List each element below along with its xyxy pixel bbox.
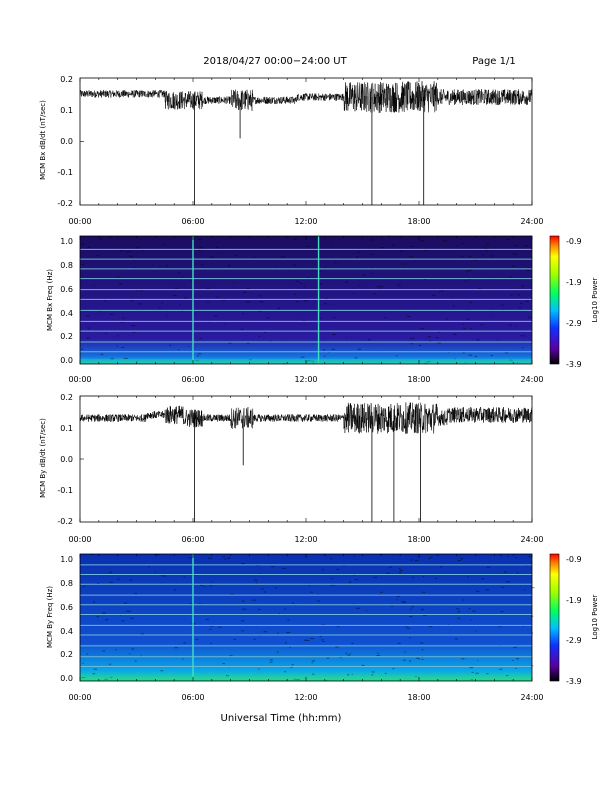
bx-ytick-label: 0.0 (60, 137, 73, 146)
bx-ytick-label: -0.2 (57, 199, 73, 208)
by-colorbar-label: Log10 Power (591, 594, 599, 639)
by-spec-ytick-label: 0.4 (60, 627, 73, 636)
page-indicator: Page 1/1 (472, 56, 515, 67)
bx-timeseries-panel: MCM Bx dB/dt (nT/sec) 0.2 0.1 0.0 -0.1 -… (39, 75, 544, 226)
bx-xtick-label: 06:00 (181, 217, 204, 226)
by-colorbar-tick: -0.9 (566, 555, 582, 564)
by-ytick-label: 0.2 (60, 393, 73, 402)
bx-trace (79, 81, 533, 113)
by-colorbar: -0.9 -1.9 -2.9 -3.9 Log10 Power (549, 553, 599, 686)
bx-colorbar: -0.9 -1.9 -2.9 -3.9 Log10 Power (549, 235, 599, 369)
bx-colorbar-label: Log10 Power (591, 277, 599, 322)
bx-spec-ytick-label: 0.0 (60, 356, 73, 365)
bx-spec-xtick-labels: 00:00 06:00 12:00 18:00 24:00 (68, 375, 543, 384)
by-timeseries-panel: MCM By dB/dt (nT/sec) 0.2 0.1 0.0 -0.1 -… (39, 393, 544, 544)
by-xtick-label: 18:00 (407, 535, 430, 544)
by-ytick-label: -0.1 (57, 486, 73, 495)
by-ytick-label: 0.1 (60, 424, 73, 433)
by-xticks (79, 396, 533, 522)
by-spec-xtick-label: 06:00 (181, 693, 204, 702)
by-spec-xtick-label: 00:00 (68, 693, 91, 702)
bx-spec-ytick-label: 0.8 (60, 261, 73, 270)
bx-xticks (79, 78, 533, 205)
bx-ytick-label: -0.1 (57, 168, 73, 177)
by-spectrogram-panel: MCM By Freq (Hz) 1.0 0.8 0.6 0.4 0.2 0.0… (46, 553, 599, 702)
bx-colorbar-tick: -3.9 (566, 360, 582, 369)
bx-ytick-labels: 0.2 0.1 0.0 -0.1 -0.2 (57, 75, 73, 208)
bx-colorbar-tick: -1.9 (566, 278, 582, 287)
bx-xtick-label: 00:00 (68, 217, 91, 226)
by-xtick-label: 00:00 (68, 535, 91, 544)
bx-spec-xtick-label: 18:00 (407, 375, 430, 384)
by-xtick-label: 12:00 (294, 535, 317, 544)
bx-ytick-label: 0.1 (60, 106, 73, 115)
bx-colorbar-tick: -0.9 (566, 237, 582, 246)
by-spec-xtick-labels: 00:00 06:00 12:00 18:00 24:00 (68, 693, 543, 702)
universal-time-xlabel: Universal Time (hh:mm) (221, 713, 342, 724)
bx-xtick-label: 12:00 (294, 217, 317, 226)
bx-xtick-labels: 00:00 06:00 12:00 18:00 24:00 (68, 217, 543, 226)
bx-spec-ytick-label: 1.0 (60, 237, 73, 246)
bx-spec-background (80, 236, 532, 364)
by-spec-xtick-label: 24:00 (520, 693, 543, 702)
bx-spec-xtick-label: 12:00 (294, 375, 317, 384)
by-spec-ytick-label: 1.0 (60, 555, 73, 564)
bx-xtick-label: 18:00 (407, 217, 430, 226)
by-trace (79, 402, 533, 434)
bx-spec-xtick-label: 24:00 (520, 375, 543, 384)
by-xtick-label: 06:00 (181, 535, 204, 544)
by-spec-ytick-label: 0.0 (60, 674, 73, 683)
bx-ytick-label: 0.2 (60, 75, 73, 84)
bx-spec-xticks (79, 236, 533, 364)
by-ylabel: MCM By dB/dt (nT/sec) (39, 418, 47, 498)
bx-spectrogram-panel: MCM Bx Freq (Hz) 1.0 0.8 0.6 0.4 0.2 0.0… (46, 235, 599, 384)
bx-spec-xtick-label: 06:00 (181, 375, 204, 384)
bx-spec-ytick-label: 0.2 (60, 332, 73, 341)
figure-title: 2018/04/27 00:00−24:00 UT (203, 56, 347, 67)
by-spec-xtick-label: 18:00 (407, 693, 430, 702)
by-spec-ytick-label: 0.6 (60, 603, 73, 612)
bx-spec-ytick-label: 0.4 (60, 309, 73, 318)
by-spec-noise-texture (81, 553, 535, 682)
by-ytick-label: -0.2 (57, 517, 73, 526)
by-xtick-labels: 00:00 06:00 12:00 18:00 24:00 (68, 535, 543, 544)
by-spec-ytick-label: 0.2 (60, 650, 73, 659)
by-spec-xtick-label: 12:00 (294, 693, 317, 702)
by-spec-ylabel: MCM By Freq (Hz) (46, 586, 54, 648)
by-spec-ytick-labels: 1.0 0.8 0.6 0.4 0.2 0.0 (60, 555, 73, 683)
by-spec-ytick-label: 0.8 (60, 579, 73, 588)
bx-ylabel: MCM Bx dB/dt (nT/sec) (39, 100, 47, 180)
by-spec-background (80, 554, 532, 681)
by-ytick-labels: 0.2 0.1 0.0 -0.1 -0.2 (57, 393, 73, 526)
bx-spec-ylabel: MCM Bx Freq (Hz) (46, 269, 54, 331)
by-colorbar-tick: -3.9 (566, 677, 582, 686)
by-colorbar-tick: -1.9 (566, 596, 582, 605)
bx-spec-xtick-label: 00:00 (68, 375, 91, 384)
plot-layer (79, 77, 535, 682)
by-colorbar-tick: -2.9 (566, 636, 582, 645)
bx-spec-ytick-labels: 1.0 0.8 0.6 0.4 0.2 0.0 (60, 237, 73, 365)
bx-colorbar-tick: -2.9 (566, 319, 582, 328)
bx-xtick-label: 24:00 (520, 217, 543, 226)
bx-colorbar-gradient (549, 235, 560, 365)
bx-spec-ytick-label: 0.6 (60, 285, 73, 294)
by-ytick-label: 0.0 (60, 455, 73, 464)
by-xtick-label: 24:00 (520, 535, 543, 544)
by-colorbar-gradient (549, 553, 560, 682)
by-spec-xticks (79, 554, 533, 681)
